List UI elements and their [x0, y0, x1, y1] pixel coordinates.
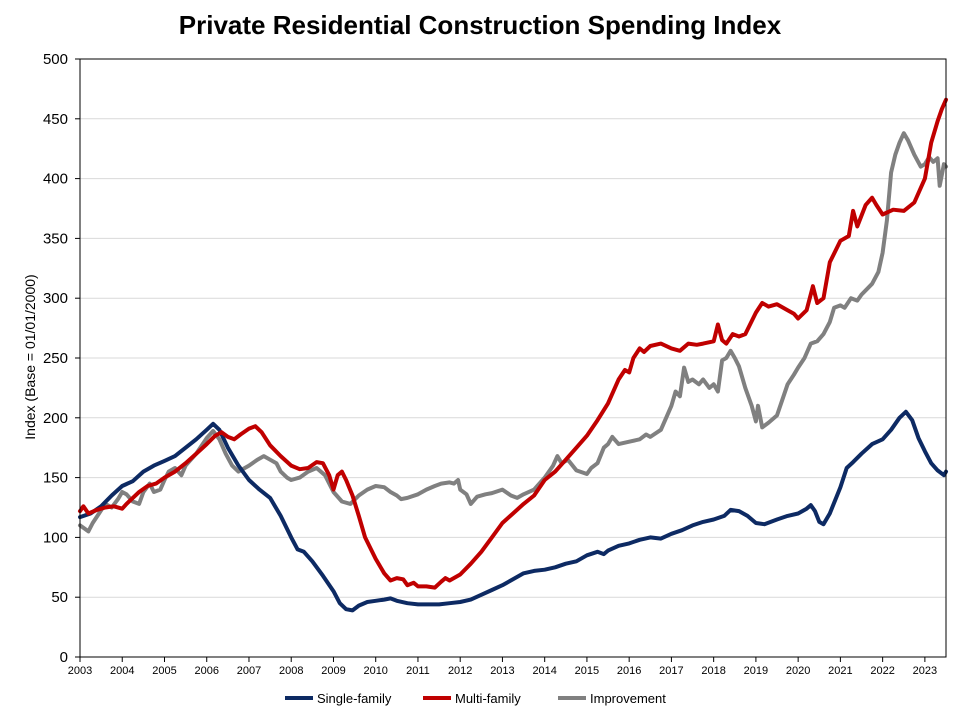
- x-tick-label: 2010: [363, 665, 387, 677]
- x-tick-label: 2003: [68, 665, 92, 677]
- y-tick-label: 150: [43, 470, 68, 487]
- axes: [75, 58, 947, 662]
- y-tick-label: 200: [43, 410, 68, 427]
- chart-title: Private Residential Construction Spendin…: [179, 10, 782, 40]
- x-tick-label: 2004: [110, 665, 134, 677]
- y-tick-label: 100: [43, 529, 68, 546]
- y-axis-label: Index (Base = 01/01/2000): [22, 274, 38, 439]
- x-tick-label: 2020: [786, 665, 810, 677]
- legend-label-improvement: Improvement: [590, 691, 666, 706]
- x-tick-label: 2016: [617, 665, 641, 677]
- series-line-multi-family: [78, 97, 948, 590]
- x-tick-label: 2009: [321, 665, 345, 677]
- y-tick-label: 250: [43, 350, 68, 367]
- x-tick-label: 2006: [194, 665, 218, 677]
- x-tick-label: 2012: [448, 665, 472, 677]
- y-tick-label: 0: [60, 649, 68, 666]
- x-tick-label: 2015: [575, 665, 599, 677]
- y-tick-label: 350: [43, 230, 68, 247]
- x-tick-label: 2013: [490, 665, 514, 677]
- y-tick-label: 450: [43, 111, 68, 128]
- x-tick-label: 2014: [532, 665, 556, 677]
- x-tick-label: 2007: [237, 665, 261, 677]
- legend-label-single-family: Single-family: [317, 691, 392, 706]
- y-tick-label: 500: [43, 51, 68, 68]
- series-line-single-family: [78, 409, 948, 613]
- legend: Single-family Multi-family Improvement: [285, 691, 666, 706]
- x-tick-label: 2018: [701, 665, 725, 677]
- x-tick-label: 2019: [744, 665, 768, 677]
- x-tick-label: 2008: [279, 665, 303, 677]
- x-tick-label: 2017: [659, 665, 683, 677]
- x-tick-label: 2011: [406, 665, 430, 677]
- y-tick-label: 300: [43, 290, 68, 307]
- x-tick-label: 2021: [828, 665, 852, 677]
- y-tick-label: 50: [51, 589, 68, 606]
- x-tick-label: 2022: [870, 665, 894, 677]
- tick-labels: 0 50 100 150 200 250 300 350 400 450 500 2003 2004 20…: [43, 51, 937, 677]
- x-tick-label: 2005: [152, 665, 176, 677]
- series-line-improvement: [78, 131, 948, 534]
- series-lines: [78, 97, 948, 613]
- x-tick-label: 2023: [913, 665, 937, 677]
- y-tick-label: 400: [43, 171, 68, 188]
- legend-label-multi-family: Multi-family: [455, 691, 521, 706]
